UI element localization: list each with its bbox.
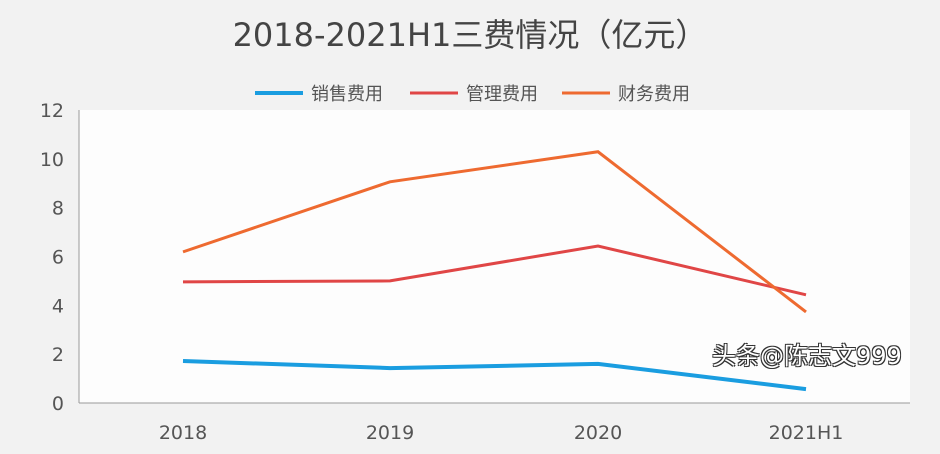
legend: 销售费用 管理费用 财务费用 bbox=[255, 84, 690, 105]
y-ticks: 0 2 4 6 8 10 12 bbox=[40, 100, 64, 415]
x-ticks: 2018 2019 2020 2021H1 bbox=[159, 422, 844, 444]
x-tick-label: 2021H1 bbox=[769, 422, 844, 444]
series-lines bbox=[182, 150, 807, 392]
series-line-2 bbox=[182, 244, 807, 297]
x-tick-label: 2018 bbox=[159, 422, 207, 444]
x-tick-label: 2020 bbox=[574, 422, 622, 444]
series-line-3 bbox=[182, 150, 807, 314]
legend-label: 管理费用 bbox=[466, 84, 538, 105]
y-tick-label: 6 bbox=[52, 247, 64, 269]
chart-title: 2018-2021H1三费情况（亿元） bbox=[233, 16, 708, 54]
legend-label: 销售费用 bbox=[311, 84, 383, 105]
y-tick-label: 4 bbox=[52, 295, 64, 317]
legend-label: 财务费用 bbox=[618, 84, 690, 105]
y-tick-label: 12 bbox=[40, 100, 64, 122]
y-tick-label: 10 bbox=[40, 149, 64, 171]
y-tick-label: 2 bbox=[52, 344, 64, 366]
series-line-1 bbox=[182, 359, 807, 392]
y-tick-label: 0 bbox=[52, 393, 64, 415]
watermark: 头条@陈志文999 bbox=[712, 342, 902, 370]
plot-area bbox=[79, 110, 910, 403]
x-tick-label: 2019 bbox=[366, 422, 414, 444]
y-tick-label: 8 bbox=[52, 198, 64, 220]
